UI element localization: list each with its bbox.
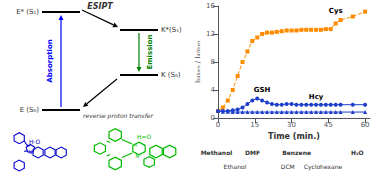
svg-text:Absorption: Absorption bbox=[46, 39, 54, 82]
svg-text:12: 12 bbox=[206, 30, 215, 38]
svg-text:K*(S₁): K*(S₁) bbox=[161, 26, 182, 34]
svg-text:Cys: Cys bbox=[329, 7, 343, 15]
svg-text:GSH: GSH bbox=[254, 86, 271, 94]
svg-text:15: 15 bbox=[250, 121, 259, 129]
svg-text:ESIPT: ESIPT bbox=[87, 2, 113, 11]
svg-text:N: N bbox=[29, 149, 33, 155]
svg-text:4: 4 bbox=[211, 86, 216, 94]
svg-text:H: H bbox=[134, 143, 137, 148]
svg-text:Cyclohexane: Cyclohexane bbox=[304, 163, 343, 171]
svg-text:0: 0 bbox=[216, 121, 220, 129]
svg-text:Hcy: Hcy bbox=[309, 93, 324, 101]
svg-text:Benzene: Benzene bbox=[282, 149, 311, 156]
svg-text:N: N bbox=[135, 153, 139, 159]
svg-text:H: H bbox=[27, 143, 30, 148]
svg-text:60: 60 bbox=[361, 121, 370, 129]
svg-text:Emission: Emission bbox=[146, 34, 154, 69]
svg-text:E* (S₁): E* (S₁) bbox=[16, 8, 39, 16]
svg-text:DCM: DCM bbox=[281, 163, 295, 170]
svg-text:K (S₀): K (S₀) bbox=[161, 71, 181, 79]
svg-text:DMF: DMF bbox=[245, 149, 260, 156]
svg-text:45: 45 bbox=[324, 121, 333, 129]
svg-text:H₂O: H₂O bbox=[351, 149, 364, 156]
svg-text:reverse proton transfer: reverse proton transfer bbox=[83, 112, 154, 120]
svg-text:30: 30 bbox=[287, 121, 296, 129]
svg-text:Ethanol: Ethanol bbox=[224, 163, 247, 170]
svg-text:I₅₃₅ₙₘ / I₄₇₀ₙₘ: I₅₃₅ₙₘ / I₄₇₀ₙₘ bbox=[194, 41, 202, 83]
svg-text:Methanol: Methanol bbox=[201, 149, 233, 156]
svg-text:16: 16 bbox=[206, 2, 215, 10]
svg-text:H=O: H=O bbox=[137, 133, 152, 140]
svg-text:E (S₀): E (S₀) bbox=[20, 106, 40, 114]
svg-text:H·O: H·O bbox=[29, 138, 40, 145]
svg-text:8: 8 bbox=[211, 58, 215, 66]
svg-text:Time (min.): Time (min.) bbox=[268, 132, 320, 141]
svg-text:0: 0 bbox=[211, 114, 215, 122]
